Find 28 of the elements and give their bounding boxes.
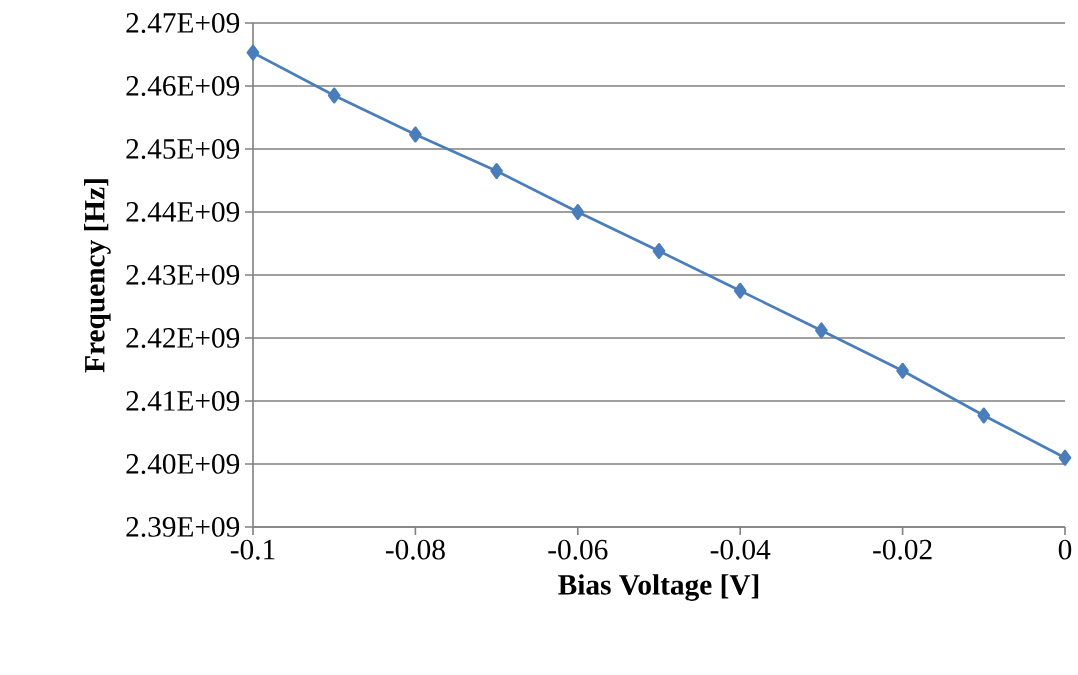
point [409,126,422,143]
point [490,163,503,180]
y-tick-label: 2.47E+09 [126,13,240,33]
x-tick-label: -0.1 [230,539,275,560]
point [652,243,666,260]
x-axis-title: Bias Voltage [V] [558,574,759,601]
y-tick-label: 2.39E+09 [126,517,240,537]
y-tick-label: 2.44E+09 [126,202,240,222]
y-axis-title: Frequency [Hz] [84,179,111,373]
y-tick-label: 2.43E+09 [126,265,240,285]
x-tick-label: -0.04 [710,539,771,560]
x-tick-label: 0 [1058,539,1072,560]
x-tick-label: -0.08 [385,539,445,560]
point [1058,449,1072,466]
point [246,44,260,61]
point [815,322,828,339]
y-tick-label: 2.45E+09 [126,139,240,159]
point [327,87,341,104]
point [896,362,909,379]
y-tick-label: 2.40E+09 [126,454,240,474]
y-tick-label: 2.46E+09 [126,76,240,96]
x-tick-label: -0.02 [873,539,932,560]
point [733,282,747,299]
y-tick-label: 2.42E+09 [126,328,240,348]
point [571,203,585,221]
x-tick-label: -0.06 [548,539,608,560]
y-tick-label: 2.41E+09 [126,391,240,411]
point [977,407,991,424]
